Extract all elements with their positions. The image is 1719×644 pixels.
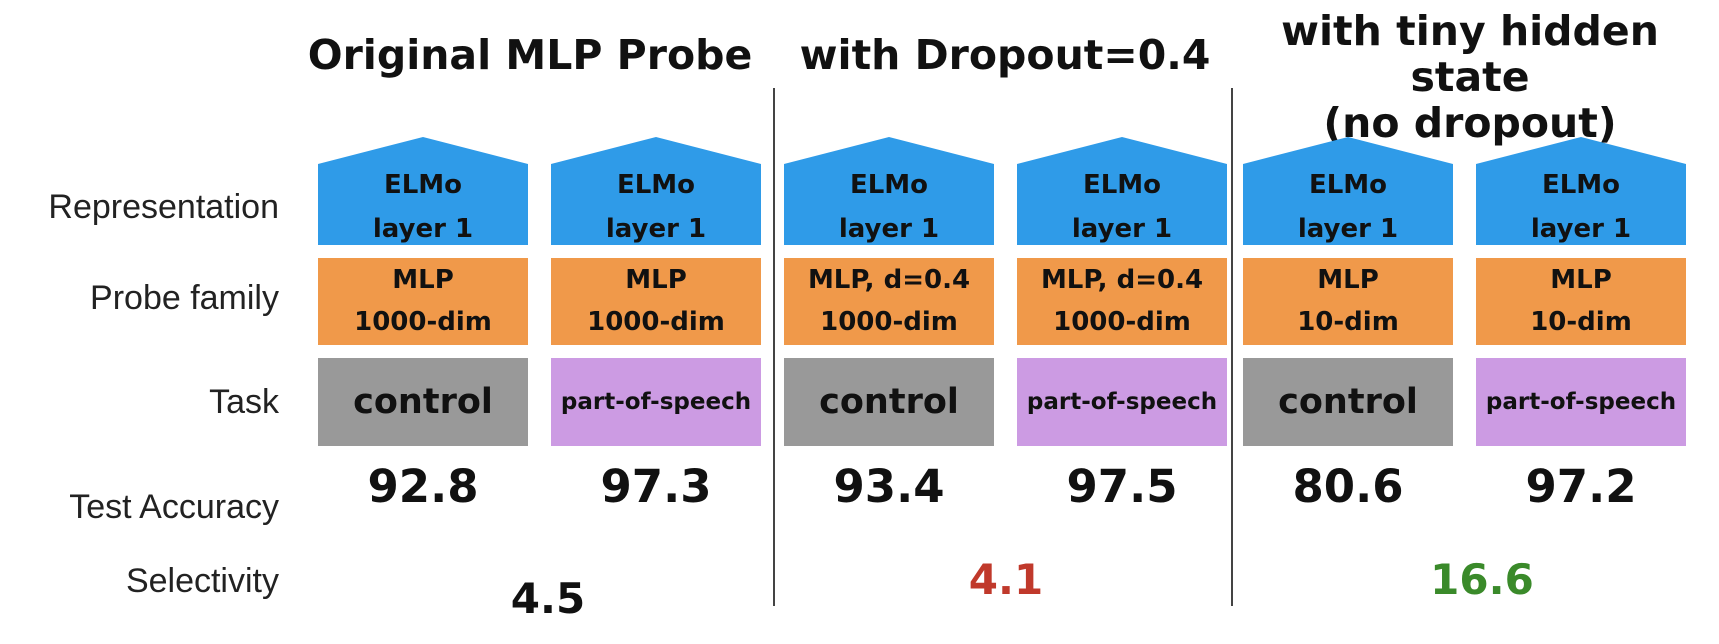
row-label-probe-family: Probe family	[90, 279, 279, 317]
row-label-task: Task	[209, 383, 279, 421]
probe-column-1: ELMo layer 1 MLP 1000-dim control 92.8	[318, 137, 528, 587]
task-box-part-of-speech: part-of-speech	[1017, 358, 1227, 446]
task-box-control: control	[318, 358, 528, 446]
row-label-test-accuracy: Test Accuracy	[69, 488, 279, 526]
selectivity-tiny-hidden: 16.6	[1430, 555, 1534, 604]
row-label-representation: Representation	[48, 188, 279, 226]
probe-column-3: ELMo layer 1 MLP, d=0.4 1000-dim control 93…	[784, 137, 994, 587]
test-accuracy-value: 97.5	[1066, 460, 1178, 513]
group-title-original: Original MLP Probe	[307, 31, 753, 79]
probe-column-6: ELMo layer 1 MLP 10-dim part-of-speech 97.2	[1476, 137, 1686, 587]
probe-family-box: MLP 1000-dim	[551, 258, 761, 345]
group-title-dropout: with Dropout=0.4	[799, 31, 1211, 79]
probe-column-2: ELMo layer 1 MLP 1000-dim part-of-speech 97…	[551, 137, 761, 587]
group-title-tiny-hidden: with tiny hidden state (no dropout)	[1281, 7, 1659, 147]
probe-column-4: ELMo layer 1 MLP, d=0.4 1000-dim part-of-s…	[1017, 137, 1227, 587]
representation-label: ELMo layer 1	[1530, 170, 1632, 244]
test-accuracy-value: 80.6	[1292, 460, 1404, 513]
test-accuracy-value: 97.3	[600, 460, 712, 513]
representation-label: ELMo layer 1	[372, 170, 474, 244]
representation-box: ELMo layer 1	[318, 137, 528, 245]
representation-box: ELMo layer 1	[1476, 137, 1686, 245]
task-box-part-of-speech: part-of-speech	[551, 358, 761, 446]
row-label-selectivity: Selectivity	[125, 562, 279, 600]
selectivity-dropout: 4.1	[968, 555, 1044, 604]
representation-box: ELMo layer 1	[1243, 137, 1453, 245]
probe-family-box: MLP 1000-dim	[318, 258, 528, 345]
task-box-control: control	[1243, 358, 1453, 446]
test-accuracy-value: 93.4	[833, 460, 945, 513]
probe-family-box: MLP 10-dim	[1243, 258, 1453, 345]
probe-family-box: MLP 10-dim	[1476, 258, 1686, 345]
probe-family-box: MLP, d=0.4 1000-dim	[1017, 258, 1227, 345]
representation-label: ELMo layer 1	[605, 170, 707, 244]
test-accuracy-value: 92.8	[367, 460, 479, 513]
task-box-part-of-speech: part-of-speech	[1476, 358, 1686, 446]
probe-column-5: ELMo layer 1 MLP 10-dim control 80.6	[1243, 137, 1453, 587]
task-box-control: control	[784, 358, 994, 446]
representation-label: ELMo layer 1	[1297, 170, 1399, 244]
group-divider-2	[1231, 88, 1233, 606]
representation-label: ELMo layer 1	[1071, 170, 1173, 244]
selectivity-original: 4.5	[510, 574, 586, 623]
representation-box: ELMo layer 1	[784, 137, 994, 245]
probe-family-box: MLP, d=0.4 1000-dim	[784, 258, 994, 345]
representation-box: ELMo layer 1	[551, 137, 761, 245]
test-accuracy-value: 97.2	[1525, 460, 1637, 513]
representation-label: ELMo layer 1	[838, 170, 940, 244]
group-divider-1	[773, 88, 775, 606]
representation-box: ELMo layer 1	[1017, 137, 1227, 245]
